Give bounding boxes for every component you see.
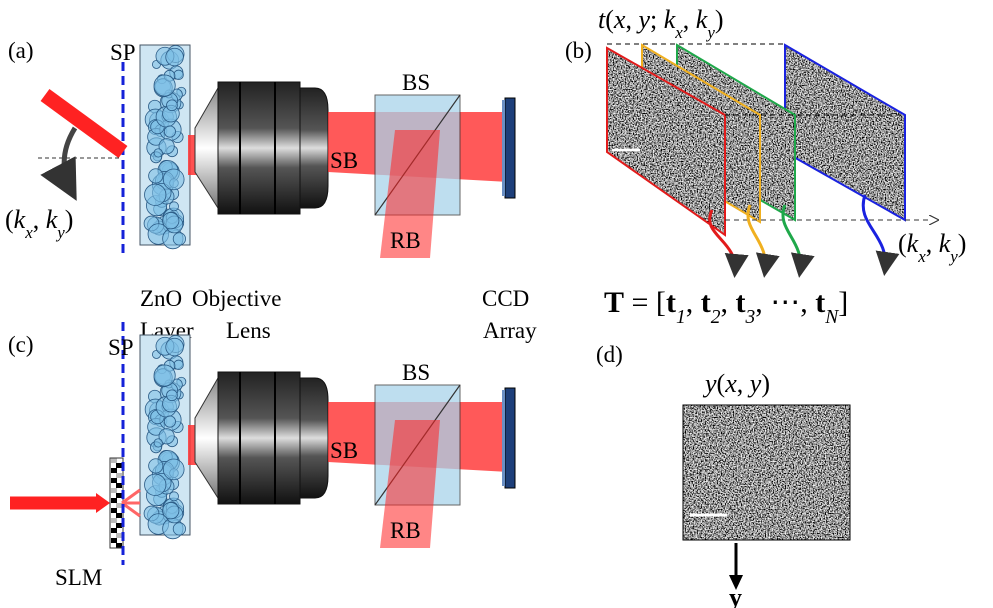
incident-beam <box>45 95 123 152</box>
text-run: ) <box>958 229 967 258</box>
text-run: ( <box>5 205 14 234</box>
text-run: y <box>702 369 717 398</box>
slm-pixel <box>111 498 117 503</box>
text-run: = [ <box>624 286 666 319</box>
y-label: y(x, y) <box>702 369 770 398</box>
slm-pixel <box>116 523 122 528</box>
text-run: t <box>701 286 711 319</box>
sb-label: SB <box>330 438 358 463</box>
text-run: k <box>664 5 676 34</box>
k-label: (kx, ky) <box>898 229 966 266</box>
bs-label: BS <box>402 70 430 95</box>
text-run: y <box>55 223 65 242</box>
slm-pixel <box>116 533 122 538</box>
angle-arrow <box>64 128 75 192</box>
text-run: k <box>46 205 58 234</box>
text-run: ) <box>65 205 74 234</box>
slm-pixel <box>116 513 122 518</box>
ccd-label: CCD <box>482 286 529 311</box>
text-run: k <box>907 229 919 258</box>
text-run: T <box>604 286 624 319</box>
slm-pixel <box>116 483 122 488</box>
text-run: 3 <box>744 307 755 328</box>
sp-label: SP <box>110 40 136 65</box>
t-label: t(x, y; kx, ky) <box>598 5 724 42</box>
text-run: , <box>737 369 750 398</box>
k-label: (kx, ky) <box>5 205 73 242</box>
slm-pixel <box>111 468 117 473</box>
rb-label: RB <box>390 518 421 543</box>
text-run: ( <box>717 369 726 398</box>
optical-setup <box>140 45 515 258</box>
text-run: x <box>724 369 737 398</box>
slm-pixel <box>111 488 117 493</box>
slm-pixel <box>111 508 117 513</box>
slm <box>110 458 123 548</box>
text-run: y <box>705 23 715 42</box>
text-run: ) <box>715 5 724 34</box>
zno-label: ZnO <box>140 286 182 311</box>
text-run: , <box>33 205 46 234</box>
text-run: y <box>948 247 958 266</box>
slm-pixel <box>111 458 117 463</box>
bs-label: BS <box>402 360 430 385</box>
text-run: , <box>683 5 696 34</box>
objective-label: Objective <box>192 286 281 311</box>
text-run: 2 <box>711 307 721 328</box>
slm-pixel <box>111 518 117 523</box>
slm-pixel <box>116 463 122 468</box>
text-run: ] <box>838 286 848 319</box>
panel-tag: (a) <box>8 38 34 63</box>
text-run: x <box>613 5 626 34</box>
text-run: , ⋯, <box>755 286 815 319</box>
sb-label: SB <box>330 148 358 173</box>
text-run: ; <box>650 5 664 34</box>
scattered-rays <box>122 490 140 516</box>
text-run: t <box>666 286 676 319</box>
beam-head <box>96 493 110 513</box>
slm-pixel <box>116 473 122 478</box>
text-run: , <box>720 286 735 319</box>
text-run: , <box>686 286 701 319</box>
slm-label: SLM <box>55 565 102 590</box>
panel-tag: (d) <box>596 342 623 367</box>
sp-label: SP <box>108 335 134 360</box>
text-run: ( <box>605 5 614 34</box>
optical-setup <box>140 335 515 548</box>
text-run: k <box>696 5 708 34</box>
text-run: ( <box>898 229 907 258</box>
panel-tag: (b) <box>565 38 592 63</box>
vector-label: y <box>729 583 742 608</box>
slm-pixel <box>111 478 117 483</box>
speckle-image <box>683 405 850 540</box>
slm-pixel <box>116 543 122 548</box>
figure: (a) SP (kx, ky) ZnO Layer Objective Lens… <box>0 0 993 608</box>
slm-pixel <box>111 528 117 533</box>
slm-pixel <box>116 493 122 498</box>
slm-pixel <box>111 538 117 543</box>
text-run: y <box>635 5 650 34</box>
text-run: , <box>926 229 939 258</box>
text-run: t <box>815 286 825 319</box>
matrix-label: T = [t1, t2, t3, ⋯, tN] <box>604 286 848 328</box>
ccd-label: Array <box>483 318 537 343</box>
panel-tag: (c) <box>8 332 34 357</box>
text-run: k <box>939 229 951 258</box>
text-run: N <box>824 307 839 328</box>
speckle-frame <box>785 45 905 220</box>
text-run: y <box>747 369 762 398</box>
rb-label: RB <box>390 228 421 253</box>
text-run: , <box>625 5 638 34</box>
slm-pixel <box>116 503 122 508</box>
text-run: 1 <box>676 307 686 328</box>
text-run: k <box>14 205 26 234</box>
text-run: ) <box>761 369 770 398</box>
text-run: t <box>735 286 745 319</box>
objective-label: Lens <box>226 318 271 343</box>
